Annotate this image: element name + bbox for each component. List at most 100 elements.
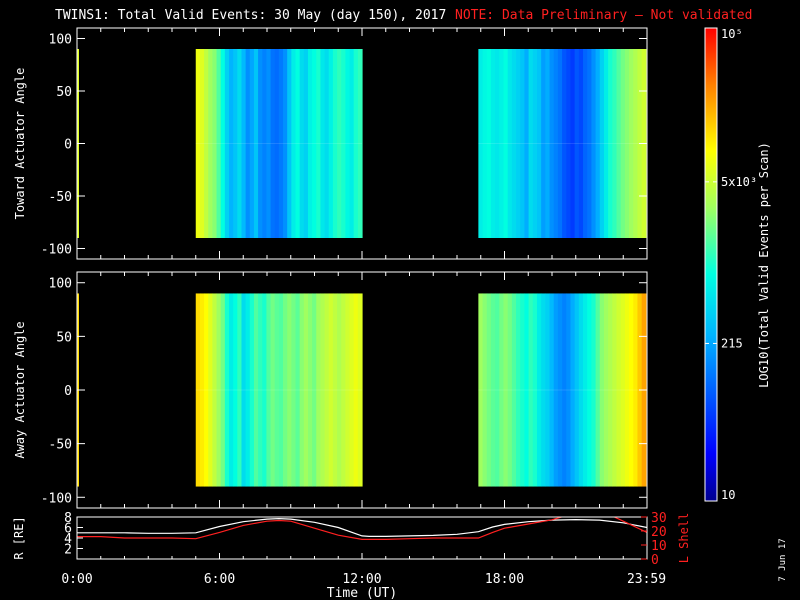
- heatmap-column: [349, 49, 355, 238]
- heatmap-column: [624, 293, 630, 487]
- heatmap-column: [511, 49, 517, 238]
- heatmap-column: [241, 49, 247, 238]
- heatmap-column: [524, 293, 530, 487]
- heatmap-column: [562, 49, 567, 238]
- heatmap-column: [353, 293, 359, 487]
- heatmap-column: [591, 49, 597, 238]
- heatmap-column: [287, 293, 292, 487]
- heatmap-column: [595, 49, 601, 238]
- heatmap-column: [195, 49, 201, 238]
- heatmap-column: [599, 49, 605, 238]
- heatmap-column: [629, 293, 634, 487]
- heatmap-column: [253, 49, 259, 238]
- heatmap-column: [603, 293, 609, 487]
- heatmap-column: [357, 293, 363, 487]
- heatmap-column: [503, 293, 509, 487]
- r-axis-label: R [RE]: [12, 516, 26, 559]
- colorbar-gradient: [704, 27, 718, 502]
- heatmap-column: [229, 49, 234, 238]
- heatmap-column: [616, 49, 622, 238]
- heatmap-column: [507, 293, 513, 487]
- heatmap-column: [266, 49, 272, 238]
- heatmap-column: [520, 293, 526, 487]
- heatmap-column: [233, 293, 238, 487]
- heatmap-column: [599, 293, 605, 487]
- heatmap-column: [195, 293, 201, 487]
- r-tick-label: 6: [64, 522, 72, 537]
- y-tick-label: 0: [64, 384, 72, 399]
- heatmap-column: [486, 49, 492, 238]
- heatmap-column: [353, 49, 359, 238]
- heatmap-column: [482, 293, 488, 487]
- r-tick-label: 2: [64, 543, 72, 558]
- heatmap-column: [495, 49, 500, 238]
- heatmap-column: [524, 49, 530, 238]
- heatmap-column: [553, 293, 559, 487]
- colorbar: 10 215 5x10³ 10⁵ LOG10(Total Valid Events p…: [704, 27, 771, 502]
- heatmap-column: [270, 293, 276, 487]
- heatmap-column: [320, 293, 326, 487]
- heatmap-column: [241, 293, 247, 487]
- heatmap-column: [490, 49, 496, 238]
- heatmap-column: [270, 49, 276, 238]
- heatmap-column: [612, 293, 618, 487]
- heatmap-column: [245, 293, 251, 487]
- heatmap-column: [216, 49, 222, 238]
- heatmap-column: [570, 293, 576, 487]
- heatmap-column: [303, 49, 309, 238]
- heatmap-column: [320, 49, 326, 238]
- colorbar-tick-label: 215: [721, 336, 743, 350]
- colorbar-tick-label: 10: [721, 488, 735, 502]
- heatmap-column: [341, 49, 346, 238]
- heatmap-column: [557, 293, 563, 487]
- heatmap-column: [608, 293, 613, 487]
- time-axis-label: Time (UT): [327, 586, 397, 600]
- x-tick-label: 0:00: [61, 572, 92, 587]
- y-tick-label: -100: [41, 491, 72, 506]
- heatmap-column: [229, 293, 234, 487]
- heatmap-column: [583, 49, 588, 238]
- heatmap-column: [224, 293, 230, 487]
- heatmap-column: [312, 293, 317, 487]
- heatmap-column: [528, 49, 534, 238]
- heatmap-column: [608, 49, 613, 238]
- toward-angle-panel: 100 50 0 -50 -100 Toward Actuator Angle: [13, 27, 648, 260]
- heatmap-column: [578, 293, 584, 487]
- colorbar-tick-label: 10⁵: [721, 27, 743, 41]
- heatmap-column: [212, 293, 218, 487]
- heatmap-column: [341, 293, 346, 487]
- heatmap-column: [545, 293, 551, 487]
- heatmap-column: [237, 49, 243, 238]
- l-shell-line: [77, 517, 647, 541]
- heatmap-column: [233, 49, 238, 238]
- heatmap-column: [532, 49, 538, 238]
- heatmap-column: [541, 293, 546, 487]
- heatmap-column: [549, 293, 555, 487]
- heatmap-column: [266, 293, 272, 487]
- heatmap-column: [299, 293, 305, 487]
- heatmap-column: [249, 293, 255, 487]
- r-tick-label: 4: [64, 532, 72, 547]
- heatmap-column: [337, 293, 342, 487]
- heatmap-column: [603, 49, 609, 238]
- heatmap-column: [332, 293, 338, 487]
- heatmap-column: [616, 293, 622, 487]
- chart-title: TWINS1: Total Valid Events: 30 May (day …: [55, 8, 446, 23]
- heatmap-column: [299, 49, 305, 238]
- radius-line: [77, 517, 647, 538]
- heatmap-column: [557, 49, 563, 238]
- y-tick-label: 0: [64, 138, 72, 153]
- heatmap-column: [536, 293, 542, 487]
- heatmap-column: [307, 293, 313, 487]
- heatmap-column: [620, 293, 626, 487]
- heatmap-column: [620, 49, 626, 238]
- heatmap-column: [307, 49, 313, 238]
- heatmap-column: [204, 293, 209, 487]
- away-angle-label: Away Actuator Angle: [13, 321, 27, 458]
- heatmap-column: [220, 293, 226, 487]
- heatmap-column: [220, 49, 226, 238]
- heatmap-column: [490, 293, 496, 487]
- heatmap-column: [324, 49, 330, 238]
- heatmap-column: [199, 49, 205, 238]
